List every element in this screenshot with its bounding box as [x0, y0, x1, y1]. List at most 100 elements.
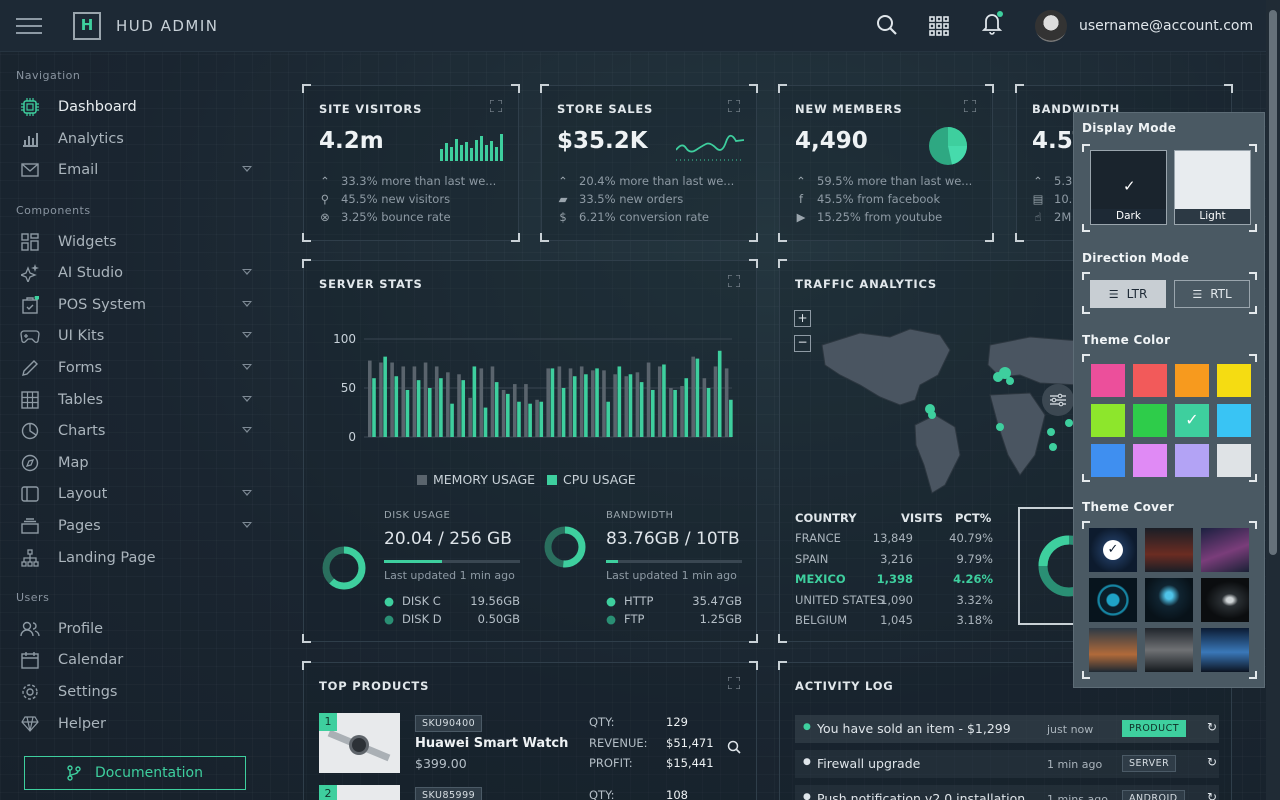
activity-tag: ANDROID	[1122, 790, 1185, 800]
product-image[interactable]	[319, 785, 400, 800]
sidebar-item-landing-page[interactable]: Landing Page	[20, 544, 260, 572]
activity-item[interactable]: ● Push notification v2.0 installation 1 mi…	[795, 785, 1219, 800]
cover-option-9[interactable]	[1201, 628, 1249, 672]
pencil-icon	[20, 358, 40, 378]
activity-item[interactable]: ● You have sold an item - $1,299 just now P…	[795, 715, 1219, 743]
traffic-row[interactable]: UNITED STATES 1,090 3.32%	[795, 593, 995, 607]
color-swatch[interactable]	[1091, 404, 1125, 437]
rtl-button[interactable]: ☰ RTL	[1174, 280, 1250, 308]
zoom-out-button[interactable]: −	[794, 335, 811, 352]
traffic-row[interactable]: BELGIUM 1,045 3.18%	[795, 613, 995, 627]
cover-option-1[interactable]: ✓	[1089, 528, 1137, 572]
stacked-pages-icon	[20, 516, 40, 536]
sidebar-item-pages[interactable]: Pages	[20, 512, 260, 540]
documentation-button[interactable]: Documentation	[24, 756, 246, 790]
map-settings-button[interactable]	[1042, 384, 1074, 416]
color-swatch[interactable]	[1217, 364, 1251, 397]
traffic-row[interactable]: SPAIN 3,216 9.79%	[795, 552, 995, 566]
search-icon[interactable]	[876, 14, 898, 36]
sidebar-item-pos-system[interactable]: POS System	[20, 291, 260, 319]
sidebar-item-map[interactable]: Map	[20, 449, 260, 477]
ltr-button[interactable]: ☰ LTR	[1090, 280, 1166, 308]
color-swatch[interactable]	[1175, 444, 1209, 477]
dark-mode-option[interactable]: ✓ Dark	[1090, 150, 1167, 225]
username: username@account.com	[1079, 18, 1254, 34]
refresh-icon[interactable]: ↻	[1206, 720, 1217, 734]
cpu-bar	[650, 389, 655, 437]
activity-time: 1 mins ago	[1047, 793, 1108, 800]
theme-cover-box: ✓	[1082, 521, 1257, 679]
sidebar-item-forms[interactable]: Forms	[20, 354, 260, 382]
cover-option-3[interactable]	[1201, 528, 1249, 572]
sidebar-item-charts[interactable]: Charts	[20, 417, 260, 445]
sidebar-item-layout[interactable]: Layout	[20, 480, 260, 508]
scrollbar-track[interactable]	[1266, 0, 1280, 800]
light-mode-option[interactable]: Light	[1174, 150, 1251, 225]
refresh-icon[interactable]: ↻	[1206, 755, 1217, 769]
color-swatch[interactable]	[1091, 444, 1125, 477]
memory-bar	[457, 374, 461, 437]
sidebar-item-dashboard[interactable]: Dashboard	[20, 93, 260, 121]
color-swatch[interactable]	[1091, 364, 1125, 397]
refresh-icon[interactable]: ↻	[1206, 790, 1217, 800]
expand-icon[interactable]	[728, 275, 740, 287]
menu-icon[interactable]	[16, 18, 42, 34]
facebook-icon: f	[798, 192, 804, 206]
theme-color-box: ✓	[1082, 354, 1257, 482]
cover-option-8[interactable]	[1145, 628, 1193, 672]
sidebar-item-ui-kits[interactable]: UI Kits	[20, 322, 260, 350]
user-menu[interactable]: username@account.com	[1035, 10, 1253, 42]
diamond-icon	[20, 714, 40, 734]
sidebar-item-email[interactable]: Email	[20, 156, 260, 184]
visits: 13,849	[872, 531, 913, 545]
card-title: SITE VISITORS	[319, 102, 423, 116]
color-swatch[interactable]	[1217, 404, 1251, 437]
table-grid-icon	[20, 390, 40, 410]
color-swatch[interactable]: ✓	[1175, 404, 1209, 437]
memory-bar	[724, 368, 729, 437]
color-swatch[interactable]	[1133, 444, 1167, 477]
color-swatch[interactable]	[1133, 404, 1167, 437]
notification-bell-icon[interactable]	[981, 10, 1005, 36]
memory-bar	[657, 366, 662, 437]
product-name[interactable]: Huawei Smart Watch	[415, 736, 569, 751]
sidebar-item-analytics[interactable]: Analytics	[20, 125, 260, 153]
cpu-bar	[383, 356, 387, 437]
color-swatch[interactable]	[1133, 364, 1167, 397]
color-swatch[interactable]	[1217, 444, 1251, 477]
sidebar-item-calendar[interactable]: Calendar	[20, 646, 260, 674]
cover-option-5[interactable]	[1145, 578, 1193, 622]
scrollbar-thumb[interactable]	[1269, 10, 1277, 555]
sidebar-item-ai-studio[interactable]: AI Studio	[20, 259, 260, 287]
traffic-row[interactable]: MEXICO 1,398 4.26%	[795, 572, 995, 586]
cover-option-6[interactable]	[1201, 578, 1249, 622]
traffic-row[interactable]: FRANCE 13,849 40.79%	[795, 531, 995, 545]
search-icon[interactable]	[727, 740, 741, 754]
display-mode-title: Display Mode	[1082, 121, 1177, 135]
new-members-card: NEW MEMBERS 4,490 ⌃ 59.5% more than last …	[778, 84, 994, 242]
server-stats-card: SERVER STATS 0 50 100 MEMORY USAGE CPU USA…	[302, 259, 758, 643]
dashboard-chip-icon	[20, 97, 40, 117]
apps-grid-icon[interactable]	[929, 16, 949, 36]
activity-item[interactable]: ● Firewall upgrade 1 min ago SERVER ↻	[795, 750, 1219, 778]
sidebar-item-profile[interactable]: Profile	[20, 615, 260, 643]
card-title: ACTIVITY LOG	[795, 679, 894, 693]
traffic-table-header: COUNTRY VISITS PCT%	[795, 511, 992, 525]
expand-icon[interactable]	[728, 100, 740, 112]
memory-bar	[390, 362, 394, 437]
country: UNITED STATES	[795, 592, 885, 607]
sidebar-item-tables[interactable]: Tables	[20, 386, 260, 414]
sidebar-item-settings[interactable]: Settings	[20, 678, 260, 706]
memory-bar	[379, 362, 383, 437]
sidebar-item-helper[interactable]: Helper	[20, 710, 260, 738]
sidebar-item-widgets[interactable]: Widgets	[20, 228, 260, 256]
cover-option-7[interactable]	[1089, 628, 1137, 672]
expand-icon[interactable]	[728, 677, 740, 689]
color-swatch[interactable]	[1175, 364, 1209, 397]
zoom-in-button[interactable]: +	[794, 310, 811, 327]
cover-option-4[interactable]	[1089, 578, 1137, 622]
cover-option-2[interactable]	[1145, 528, 1193, 572]
expand-icon[interactable]	[490, 100, 502, 112]
cpu-bar	[405, 389, 410, 437]
expand-icon[interactable]	[964, 100, 976, 112]
